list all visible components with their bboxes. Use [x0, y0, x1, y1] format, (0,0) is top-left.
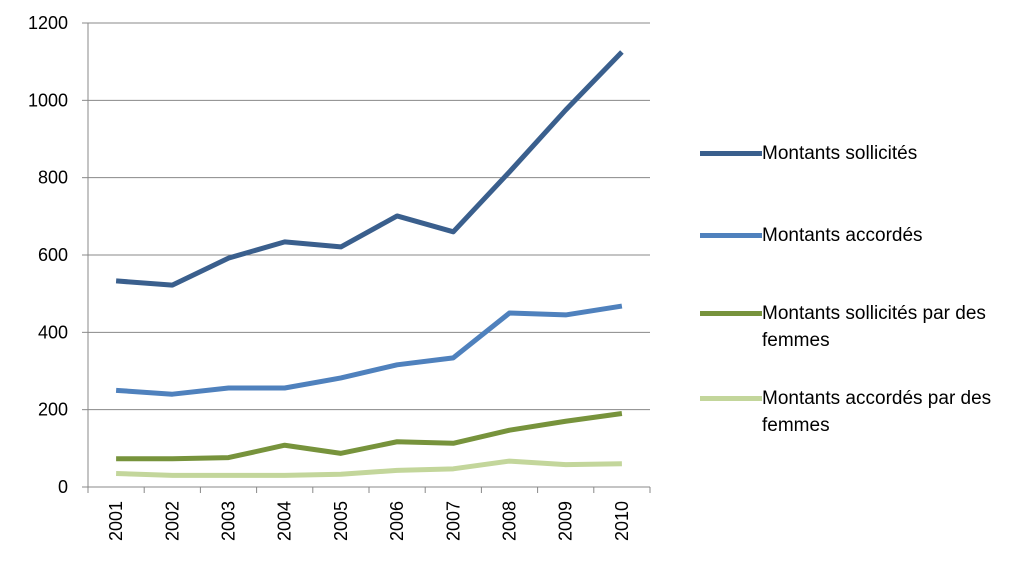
x-tick-label: 2008 — [500, 501, 520, 541]
x-tick-label: 2006 — [387, 501, 407, 541]
y-tick-label: 600 — [38, 245, 68, 265]
x-tick-label: 2005 — [331, 501, 351, 541]
y-tick-label: 800 — [38, 168, 68, 188]
legend-label: Montants accordés — [762, 225, 923, 246]
y-tick-label: 200 — [38, 400, 68, 420]
legend-item: Montants sollicités — [700, 140, 1010, 167]
legend-swatch — [700, 151, 762, 156]
legend-label: Montants sollicités par des femmes — [762, 303, 986, 351]
series-line — [116, 458, 622, 478]
series-line — [115, 303, 623, 397]
x-tick-label: 2003 — [219, 501, 239, 541]
legend-label: Montants sollicités — [762, 143, 918, 164]
legend-swatch — [700, 396, 762, 401]
legend-swatch — [700, 233, 762, 238]
x-tick-label: 2002 — [162, 501, 182, 541]
x-tick-label: 2010 — [612, 501, 632, 541]
series-line — [116, 411, 623, 462]
legend-swatch — [700, 311, 762, 316]
legend-item: Montants sollicités par des femmes — [700, 300, 1010, 354]
series-line — [115, 50, 624, 288]
y-tick-label: 1200 — [28, 13, 68, 33]
x-tick-label: 2004 — [275, 501, 295, 541]
legend-label: Montants accordés par des femmes — [762, 388, 992, 436]
x-tick-label: 2007 — [443, 501, 463, 541]
x-tick-label: 2001 — [106, 501, 126, 541]
legend-item: Montants accordés par des femmes — [700, 385, 1010, 439]
y-tick-label: 400 — [38, 322, 68, 342]
y-tick-label: 1000 — [28, 90, 68, 110]
legend-item: Montants accordés — [700, 222, 1010, 249]
y-tick-label: 0 — [58, 477, 68, 497]
x-tick-label: 2009 — [556, 501, 576, 541]
